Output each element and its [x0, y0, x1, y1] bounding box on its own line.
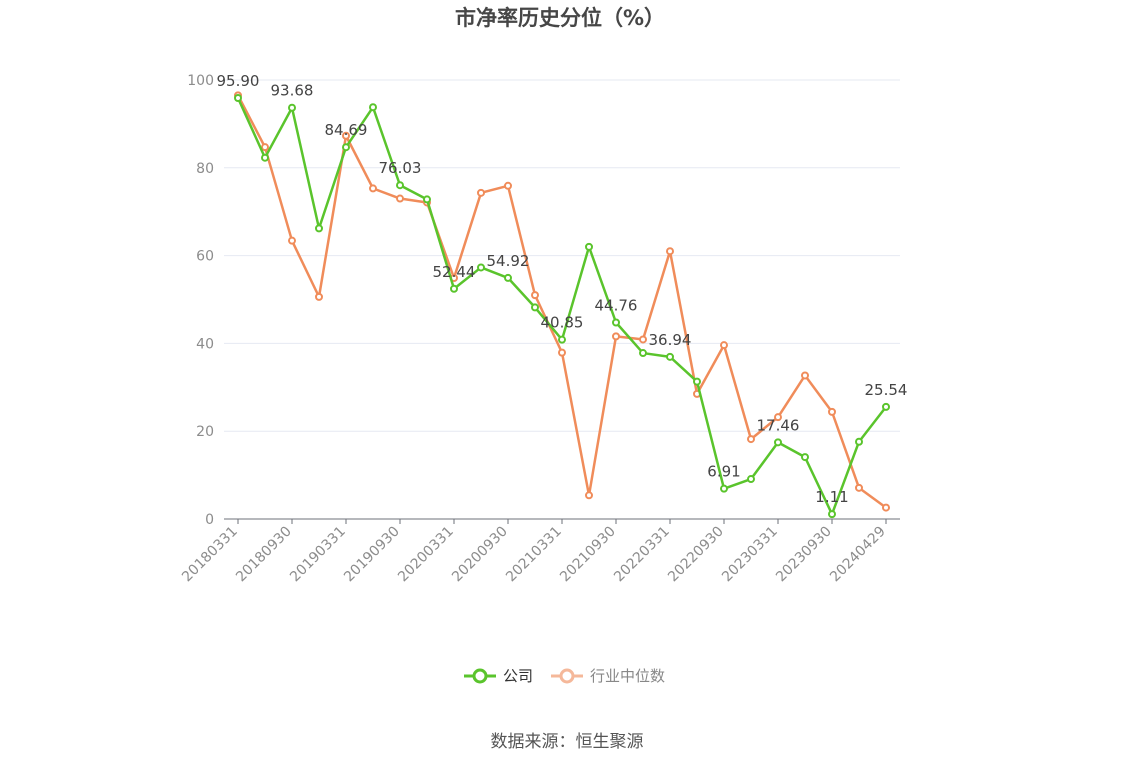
data-label-8: 52.44 [433, 263, 476, 281]
series-1-point-2 [288, 236, 296, 245]
series-1-point-6 [396, 194, 404, 203]
series-0-point-5 [369, 103, 377, 112]
y-tick-label-3: 60 [196, 249, 214, 265]
data-label-18: 6.91 [707, 463, 740, 481]
x-tick-label-9: 20220930 [665, 524, 727, 586]
series-1-point-5 [369, 184, 377, 193]
series-0-point-2 [288, 103, 296, 112]
series-0-point-12 [558, 335, 566, 344]
data-label-20: 17.46 [757, 416, 800, 434]
x-tick-label-8: 20220331 [611, 524, 673, 586]
series-0-point-18 [720, 484, 728, 493]
series-0-point-3 [315, 224, 323, 233]
series-0-point-15 [639, 349, 647, 358]
series-0-point-19 [747, 475, 755, 484]
data-label-14: 44.76 [595, 297, 638, 315]
y-tick-label-2: 40 [196, 336, 214, 352]
data-label-22: 1.11 [815, 488, 848, 506]
y-tick-label-5: 100 [187, 73, 214, 89]
series-0-point-20 [774, 438, 782, 447]
x-tick-label-12: 20240429 [827, 524, 889, 586]
y-axis-ticks: 0 20 40 60 80 100 [187, 73, 214, 528]
y-tick-label-1: 20 [196, 424, 214, 440]
grid-lines [224, 79, 900, 432]
data-label-16: 36.94 [649, 331, 692, 349]
series-1-point-22 [828, 407, 836, 416]
x-tick-label-4: 20200331 [395, 524, 457, 586]
y-tick-label-0: 0 [205, 512, 214, 528]
series-0-point-4 [342, 143, 350, 152]
x-tick-label-2: 20190331 [287, 524, 349, 586]
legend-industry-label: 行业中位数 [590, 667, 665, 685]
series-1-point-3 [315, 292, 323, 301]
series-0-point-16 [666, 352, 674, 361]
series-1-point-19 [747, 435, 755, 444]
series-1-point-15 [639, 335, 647, 344]
data-label-0: 95.90 [217, 72, 260, 90]
series-0-point-14 [612, 318, 620, 327]
x-tick-label-3: 20190930 [341, 524, 403, 586]
series-1-point-9 [477, 188, 485, 197]
series-0-point-17 [693, 377, 701, 386]
series-1-point-16 [666, 247, 674, 256]
series-lines [234, 91, 890, 519]
series-1-point-10 [504, 181, 512, 190]
series-0-point-23 [855, 437, 863, 446]
series-0-point-8 [450, 284, 458, 293]
legend-company-marker [472, 668, 488, 684]
data-label-2: 93.68 [271, 82, 314, 100]
x-tick-label-6: 20210331 [503, 524, 565, 586]
data-label-4: 84.69 [325, 121, 368, 139]
legend: 公司 行业中位数 [464, 667, 665, 685]
x-tick-label-7: 20210930 [557, 524, 619, 586]
data-label-12: 40.85 [541, 314, 584, 332]
series-line-0 [236, 97, 887, 516]
x-tick-label-11: 20230930 [773, 524, 835, 586]
x-tick-label-5: 20200930 [449, 524, 511, 586]
legend-industry-marker [559, 668, 575, 684]
series-0-point-6 [396, 181, 404, 190]
series-0-point-13 [585, 242, 593, 251]
legend-company-label: 公司 [503, 667, 533, 685]
x-tick-label-0: 20180331 [179, 524, 241, 586]
series-1-point-11 [531, 291, 539, 300]
series-1-point-13 [585, 491, 593, 500]
series-line-1 [236, 94, 887, 509]
series-0-point-21 [801, 453, 809, 462]
legend-item-industry[interactable]: 行业中位数 [551, 667, 665, 685]
series-1-point-21 [801, 371, 809, 380]
series-0-point-11 [531, 303, 539, 312]
data-labels: 95.90 93.68 84.69 76.03 52.44 54.92 40.85 44.76… [217, 72, 908, 506]
data-source: 数据来源：恒生聚源 [491, 732, 644, 752]
series-1-point-18 [720, 341, 728, 350]
chart-title: 市净率历史分位（%） [455, 6, 665, 30]
series-0-point-24 [882, 402, 890, 411]
series-1-point-23 [855, 483, 863, 492]
y-tick-label-4: 80 [196, 161, 214, 177]
series-0-point-9 [477, 263, 485, 272]
series-0-point-10 [504, 273, 512, 282]
series-0-point-1 [261, 153, 269, 162]
data-label-10: 54.92 [487, 252, 530, 270]
series-0-point-7 [423, 195, 431, 204]
series-0-point-22 [828, 510, 836, 519]
x-axis: 2018033120180930201903312019093020200331… [179, 518, 900, 586]
x-tick-label-10: 20230331 [719, 524, 781, 586]
series-1-point-24 [882, 503, 890, 512]
series-1-point-14 [612, 332, 620, 341]
series-1-point-1 [261, 143, 269, 152]
x-tick-label-1: 20180930 [233, 524, 295, 586]
legend-item-company[interactable]: 公司 [464, 667, 533, 685]
data-label-24: 25.54 [865, 381, 908, 399]
series-0-point-0 [234, 93, 242, 102]
data-label-6: 76.03 [379, 159, 422, 177]
series-1-point-12 [558, 348, 566, 357]
series-1-point-4 [342, 131, 350, 140]
series-1-point-20 [774, 413, 782, 422]
